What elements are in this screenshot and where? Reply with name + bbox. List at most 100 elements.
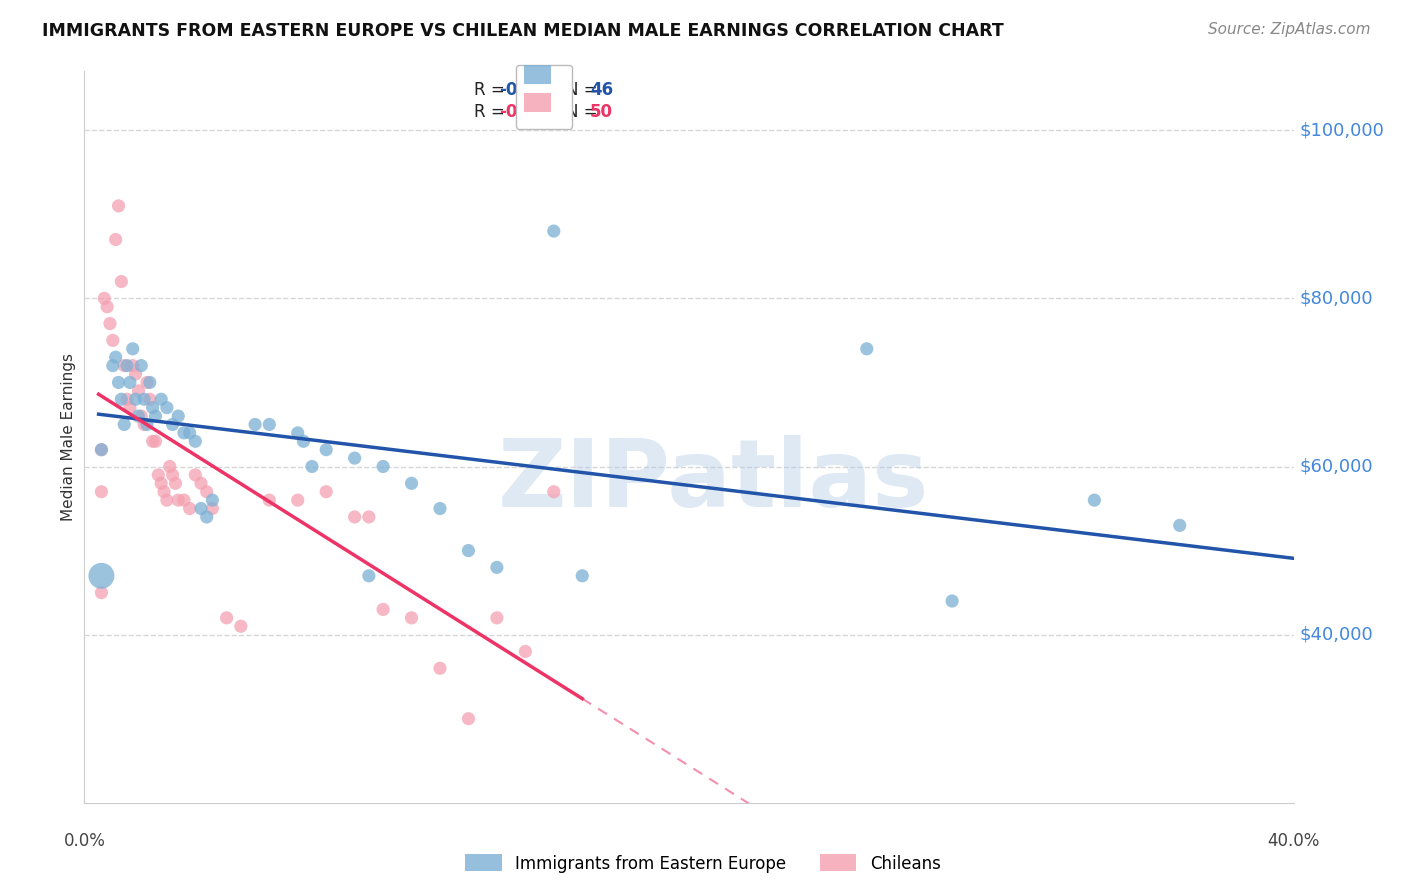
Point xyxy=(229,619,252,633)
Text: Source: ZipAtlas.com: Source: ZipAtlas.com xyxy=(1208,22,1371,37)
Point xyxy=(127,384,149,398)
Point xyxy=(112,417,135,432)
Text: ZIPatlas: ZIPatlas xyxy=(498,435,929,527)
Point xyxy=(101,334,124,348)
Point xyxy=(107,199,129,213)
Point xyxy=(112,359,135,373)
Point xyxy=(457,543,479,558)
Point xyxy=(371,602,394,616)
Point xyxy=(173,425,195,440)
Text: 50: 50 xyxy=(589,103,613,120)
Point xyxy=(855,342,877,356)
Point xyxy=(145,409,167,423)
Text: N =: N = xyxy=(565,80,603,99)
Point xyxy=(184,434,207,449)
Point xyxy=(156,401,179,415)
Point xyxy=(124,392,146,407)
Point xyxy=(1168,518,1191,533)
Point xyxy=(195,484,218,499)
Point xyxy=(457,712,479,726)
Point xyxy=(118,376,141,390)
Point xyxy=(301,459,323,474)
Point xyxy=(201,501,224,516)
Point xyxy=(167,409,190,423)
Point xyxy=(150,476,173,491)
Point xyxy=(118,401,141,415)
Text: 40.0%: 40.0% xyxy=(1267,832,1320,850)
Point xyxy=(315,442,337,457)
Point xyxy=(90,569,112,583)
Point xyxy=(90,585,112,599)
Point xyxy=(132,392,155,407)
Point xyxy=(136,376,159,390)
Point xyxy=(515,644,537,658)
Point xyxy=(343,451,366,466)
Point xyxy=(90,484,112,499)
Point xyxy=(124,367,146,381)
Point xyxy=(107,376,129,390)
Point xyxy=(179,425,201,440)
Point xyxy=(429,501,451,516)
Point xyxy=(215,611,238,625)
Point xyxy=(142,401,165,415)
Point xyxy=(115,392,138,407)
Point xyxy=(129,409,152,423)
Point xyxy=(543,484,565,499)
Point xyxy=(357,510,380,524)
Point xyxy=(429,661,451,675)
Point xyxy=(110,392,132,407)
Point xyxy=(96,300,118,314)
Point xyxy=(287,493,309,508)
Point xyxy=(145,434,167,449)
Y-axis label: Median Male Earnings: Median Male Earnings xyxy=(60,353,76,521)
Point xyxy=(173,493,195,508)
Point xyxy=(1083,493,1105,508)
Point xyxy=(90,442,112,457)
Text: N =: N = xyxy=(565,103,603,120)
Text: $40,000: $40,000 xyxy=(1299,625,1374,644)
Text: 46: 46 xyxy=(589,80,613,99)
Point xyxy=(195,510,218,524)
Point xyxy=(259,417,281,432)
Text: $100,000: $100,000 xyxy=(1299,121,1385,139)
Point xyxy=(165,476,187,491)
Text: -0.318: -0.318 xyxy=(499,80,558,99)
Point xyxy=(571,569,593,583)
Point xyxy=(98,317,121,331)
Point xyxy=(201,493,224,508)
Point xyxy=(139,376,162,390)
Point xyxy=(167,493,190,508)
Point xyxy=(243,417,266,432)
Legend: , : , xyxy=(516,65,572,128)
Point xyxy=(129,359,152,373)
Text: IMMIGRANTS FROM EASTERN EUROPE VS CHILEAN MEDIAN MALE EARNINGS CORRELATION CHART: IMMIGRANTS FROM EASTERN EUROPE VS CHILEA… xyxy=(42,22,1004,40)
Point xyxy=(485,611,508,625)
Text: $80,000: $80,000 xyxy=(1299,289,1374,308)
Point xyxy=(162,467,184,482)
Point xyxy=(315,484,337,499)
Point xyxy=(115,359,138,373)
Point xyxy=(179,501,201,516)
Point xyxy=(139,392,162,407)
Point xyxy=(142,434,165,449)
Point xyxy=(357,569,380,583)
Point xyxy=(104,350,127,364)
Point xyxy=(287,425,309,440)
Text: R =: R = xyxy=(474,80,510,99)
Point xyxy=(127,409,149,423)
Point xyxy=(543,224,565,238)
Text: R =: R = xyxy=(474,103,510,120)
Point xyxy=(190,476,212,491)
Point xyxy=(159,459,181,474)
Point xyxy=(162,417,184,432)
Point xyxy=(184,467,207,482)
Point xyxy=(401,476,423,491)
Point xyxy=(90,442,112,457)
Text: -0.279: -0.279 xyxy=(499,103,558,120)
Point xyxy=(148,467,170,482)
Point xyxy=(104,233,127,247)
Point xyxy=(401,611,423,625)
Point xyxy=(156,493,179,508)
Point xyxy=(132,417,155,432)
Point xyxy=(371,459,394,474)
